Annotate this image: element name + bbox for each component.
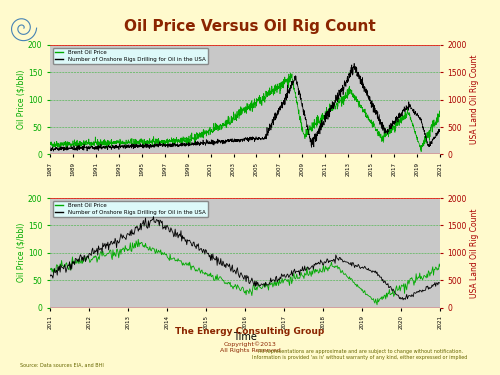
- Legend: Brent Oil Price, Number of Onshore Rigs Drilling for Oil in the USA: Brent Oil Price, Number of Onshore Rigs …: [53, 201, 208, 217]
- X-axis label: Time: Time: [233, 332, 257, 342]
- Legend: Brent Oil Price, Number of Onshore Rigs Drilling for Oil in the USA: Brent Oil Price, Number of Onshore Rigs …: [53, 48, 208, 64]
- Text: The Energy Consulting Group: The Energy Consulting Group: [176, 327, 324, 336]
- Text: Source: Data sources EIA, and BHI: Source: Data sources EIA, and BHI: [20, 363, 104, 368]
- Y-axis label: Oil Price ($/bbl): Oil Price ($/bbl): [16, 223, 25, 282]
- Text: All representations are approximate and are subject to change without notificati: All representations are approximate and …: [252, 349, 468, 360]
- Text: Copyright©2013
All Rights Reserved: Copyright©2013 All Rights Reserved: [220, 341, 280, 352]
- Y-axis label: USA Land Oil Rig Count: USA Land Oil Rig Count: [470, 208, 479, 298]
- Y-axis label: USA Land Oil Rig Count: USA Land Oil Rig Count: [470, 55, 479, 144]
- Text: Oil Price Versus Oil Rig Count: Oil Price Versus Oil Rig Count: [124, 19, 376, 34]
- Y-axis label: Oil Price ($/bbl): Oil Price ($/bbl): [16, 70, 25, 129]
